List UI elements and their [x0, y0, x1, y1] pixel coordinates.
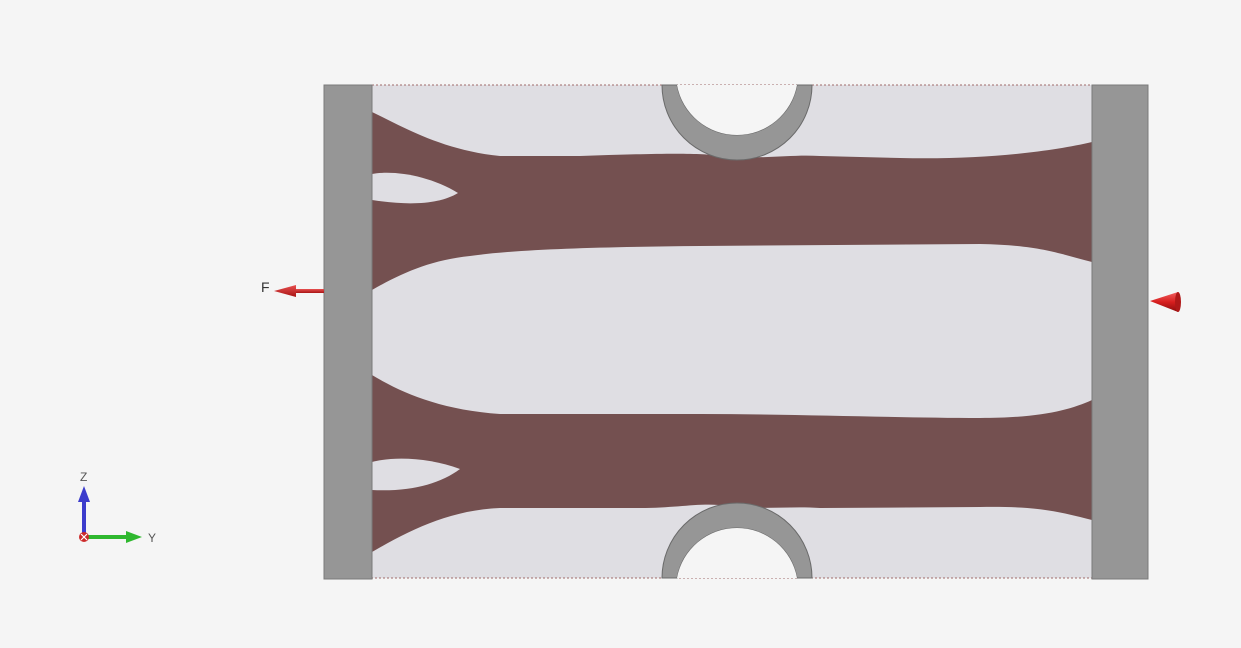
cone-constraint-icon[interactable] [1150, 292, 1181, 312]
arrow-left-icon [274, 285, 324, 297]
load-label: F [261, 279, 270, 295]
topology-result [372, 112, 1092, 552]
z-axis-label: Z [80, 470, 87, 484]
upper-small-void [372, 172, 458, 204]
x-axis-icon [79, 532, 89, 542]
lower-material-band [372, 375, 1092, 552]
y-axis-label: Y [148, 531, 156, 545]
left-fixture-plate[interactable] [323, 84, 373, 580]
lower-small-void [372, 458, 460, 491]
z-axis-icon [78, 486, 90, 537]
top-hole[interactable] [661, 84, 813, 161]
y-axis-icon [84, 531, 142, 543]
upper-material-band [372, 112, 1092, 290]
right-fixture-plate[interactable] [1091, 84, 1149, 580]
load-force[interactable]: F [261, 279, 324, 297]
bottom-hole[interactable] [661, 502, 813, 579]
axis-triad: Z Y [78, 470, 156, 545]
